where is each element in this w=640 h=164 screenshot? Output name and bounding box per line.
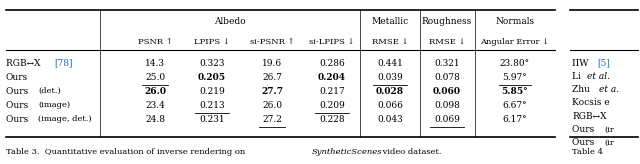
- Text: 24.8: 24.8: [145, 114, 165, 123]
- Text: 0.219: 0.219: [199, 86, 225, 95]
- Text: 26.0: 26.0: [262, 101, 282, 110]
- Text: 26.7: 26.7: [262, 72, 282, 82]
- Text: 0.286: 0.286: [319, 59, 345, 68]
- Text: LPIPS ↓: LPIPS ↓: [194, 38, 230, 46]
- Text: 0.066: 0.066: [377, 101, 403, 110]
- Text: RMSE ↓: RMSE ↓: [429, 38, 465, 46]
- Text: 23.80°: 23.80°: [500, 59, 530, 68]
- Text: [78]: [78]: [54, 59, 73, 68]
- Text: Ours: Ours: [572, 138, 597, 147]
- Text: 0.098: 0.098: [434, 101, 460, 110]
- Text: PSNR ↑: PSNR ↑: [138, 38, 172, 46]
- Text: Albedo: Albedo: [214, 18, 246, 27]
- Text: 14.3: 14.3: [145, 59, 165, 68]
- Text: Metallic: Metallic: [371, 18, 408, 27]
- Text: 0.205: 0.205: [198, 72, 226, 82]
- Text: et al.: et al.: [587, 72, 610, 81]
- Text: 0.441: 0.441: [377, 59, 403, 68]
- Text: (ir: (ir: [604, 125, 614, 133]
- Text: 0.209: 0.209: [319, 101, 345, 110]
- Text: 27.7: 27.7: [261, 86, 283, 95]
- Text: Ours: Ours: [572, 125, 597, 134]
- Text: Li: Li: [572, 72, 584, 81]
- Text: RGB↔X: RGB↔X: [6, 59, 44, 68]
- Text: video dataset.: video dataset.: [380, 148, 442, 156]
- Text: Ours: Ours: [6, 101, 31, 110]
- Text: 23.4: 23.4: [145, 101, 165, 110]
- Text: si-PSNR ↑: si-PSNR ↑: [250, 38, 294, 46]
- Text: RGB↔X: RGB↔X: [572, 112, 607, 121]
- Text: 5.85°: 5.85°: [502, 86, 528, 95]
- Text: 0.069: 0.069: [434, 114, 460, 123]
- Text: Table 4: Table 4: [572, 148, 603, 156]
- Text: 0.321: 0.321: [434, 59, 460, 68]
- Text: 0.060: 0.060: [433, 86, 461, 95]
- Text: 5.97°: 5.97°: [502, 72, 527, 82]
- Text: 0.323: 0.323: [199, 59, 225, 68]
- Text: Ours: Ours: [6, 114, 31, 123]
- Text: 0.039: 0.039: [377, 72, 403, 82]
- Text: 26.0: 26.0: [144, 86, 166, 95]
- Text: 25.0: 25.0: [145, 72, 165, 82]
- Text: (image, det.): (image, det.): [38, 115, 92, 123]
- Text: SyntheticScenes: SyntheticScenes: [312, 148, 383, 156]
- Text: Ours: Ours: [6, 86, 31, 95]
- Text: et a.: et a.: [599, 85, 619, 94]
- Text: Kocsis e: Kocsis e: [572, 98, 610, 107]
- Text: Angular Error ↓: Angular Error ↓: [481, 38, 550, 46]
- Text: 0.213: 0.213: [199, 101, 225, 110]
- Text: (image): (image): [38, 101, 70, 109]
- Text: IIW: IIW: [572, 59, 591, 68]
- Text: 0.028: 0.028: [376, 86, 404, 95]
- Text: 0.204: 0.204: [318, 72, 346, 82]
- Text: Table 3.  Quantitative evaluation of inverse rendering on: Table 3. Quantitative evaluation of inve…: [6, 148, 248, 156]
- Text: 19.6: 19.6: [262, 59, 282, 68]
- Text: 0.217: 0.217: [319, 86, 345, 95]
- Text: RMSE ↓: RMSE ↓: [372, 38, 408, 46]
- Text: [5]: [5]: [597, 59, 610, 68]
- Text: Zhu: Zhu: [572, 85, 593, 94]
- Text: Ours: Ours: [6, 72, 28, 82]
- Text: 0.228: 0.228: [319, 114, 345, 123]
- Text: (det.): (det.): [38, 87, 61, 95]
- Text: Normals: Normals: [495, 18, 534, 27]
- Text: 0.231: 0.231: [199, 114, 225, 123]
- Text: si-LPIPS ↓: si-LPIPS ↓: [309, 38, 355, 46]
- Text: 0.078: 0.078: [434, 72, 460, 82]
- Text: 6.17°: 6.17°: [502, 114, 527, 123]
- Text: 6.67°: 6.67°: [502, 101, 527, 110]
- Text: 27.2: 27.2: [262, 114, 282, 123]
- Text: 0.043: 0.043: [377, 114, 403, 123]
- Text: Roughness: Roughness: [422, 18, 472, 27]
- Text: (ir: (ir: [604, 139, 614, 147]
